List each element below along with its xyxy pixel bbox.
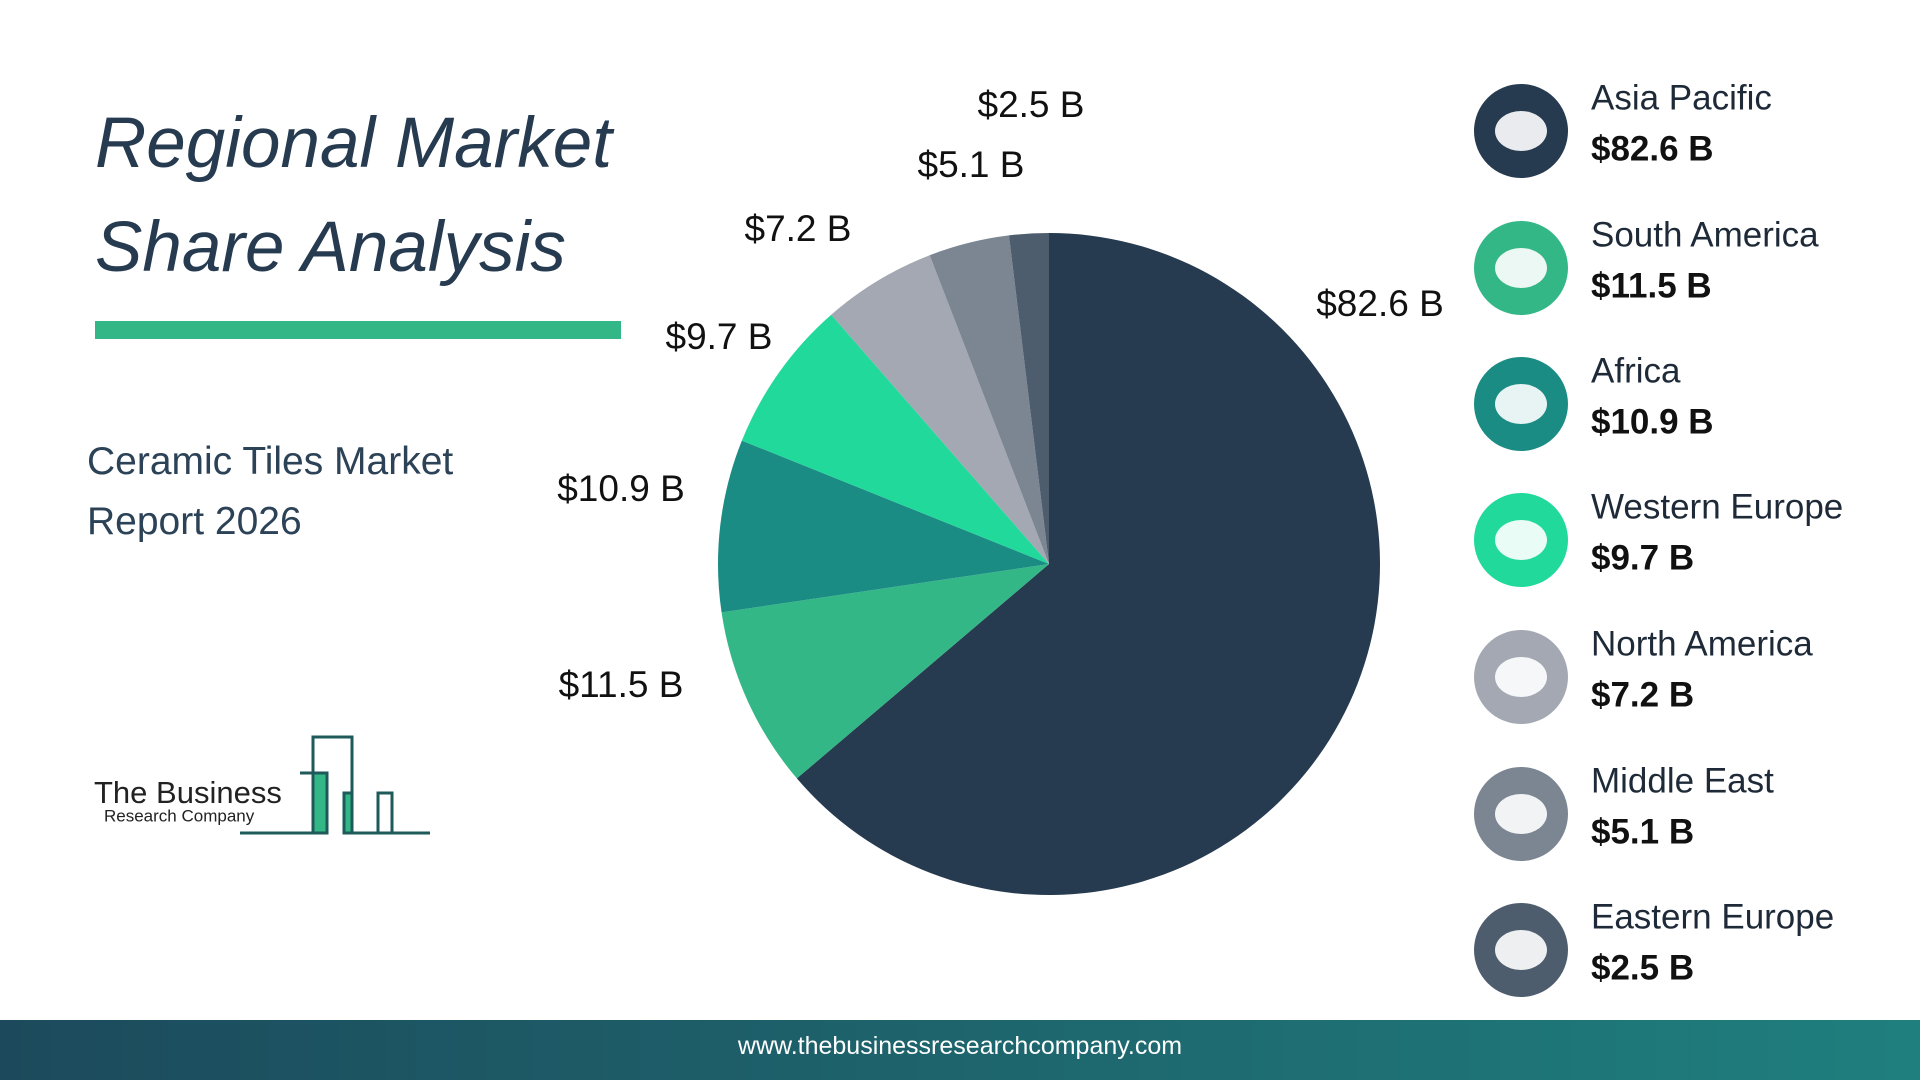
legend-icon-map (1495, 930, 1547, 970)
legend-icon-map (1495, 248, 1547, 288)
pie-slice (741, 314, 1049, 564)
legend-icon-map (1495, 794, 1547, 834)
legend-name: Africa (1591, 351, 1681, 390)
footer (0, 1020, 1920, 1080)
legend-value: $11.5 B (1591, 266, 1712, 305)
legend-name: North America (1591, 624, 1813, 663)
legend-name: Western Europe (1591, 487, 1843, 526)
pie-slice (1008, 233, 1049, 564)
legend-name: Asia Pacific (1591, 78, 1772, 117)
data-label: $5.1 B (918, 144, 1025, 185)
footer-url: www.thebusinessresearchcompany.com (737, 1032, 1183, 1060)
legend-icon-map (1495, 384, 1547, 424)
pie-slice (796, 233, 1380, 896)
legend-icon-map (1495, 111, 1547, 151)
legend-value: $5.1 B (1591, 812, 1694, 851)
data-label: $11.5 B (559, 664, 684, 705)
data-label: $82.6 B (1316, 283, 1444, 324)
data-label: $7.2 B (745, 208, 852, 249)
pie-slice (831, 255, 1049, 564)
logo (240, 735, 430, 835)
pie-slice (721, 564, 1049, 779)
legend-value: $9.7 B (1591, 538, 1694, 577)
legend-icon-map (1495, 657, 1547, 697)
title-underline (95, 321, 621, 339)
legend-name: South America (1591, 215, 1819, 254)
legend-value: $7.2 B (1591, 675, 1694, 714)
data-label: $10.9 B (557, 468, 685, 509)
logo-subname: Research Company (104, 806, 255, 825)
chart: The Business Research Company $82.6 B Asi… (94, 78, 1843, 997)
legend-name: Eastern Europe (1591, 897, 1834, 936)
data-label: $2.5 B (978, 84, 1085, 125)
legend-value: $10.9 B (1591, 402, 1714, 441)
pie-slice (929, 235, 1049, 564)
data-label: $9.7 B (666, 316, 773, 357)
logo-bar (311, 771, 329, 835)
legend-value: $82.6 B (1591, 129, 1714, 168)
legend-name: Middle East (1591, 761, 1774, 800)
legend-value: $2.5 B (1591, 948, 1694, 987)
subtitle: Ceramic Tiles Market Report 2026 (87, 440, 454, 543)
pie-slice (717, 440, 1049, 613)
logo-name: The Business (94, 775, 282, 810)
logo-bar (342, 791, 354, 835)
legend-icon-map (1495, 520, 1547, 560)
title: Regional Market Share Analysis (95, 104, 612, 287)
